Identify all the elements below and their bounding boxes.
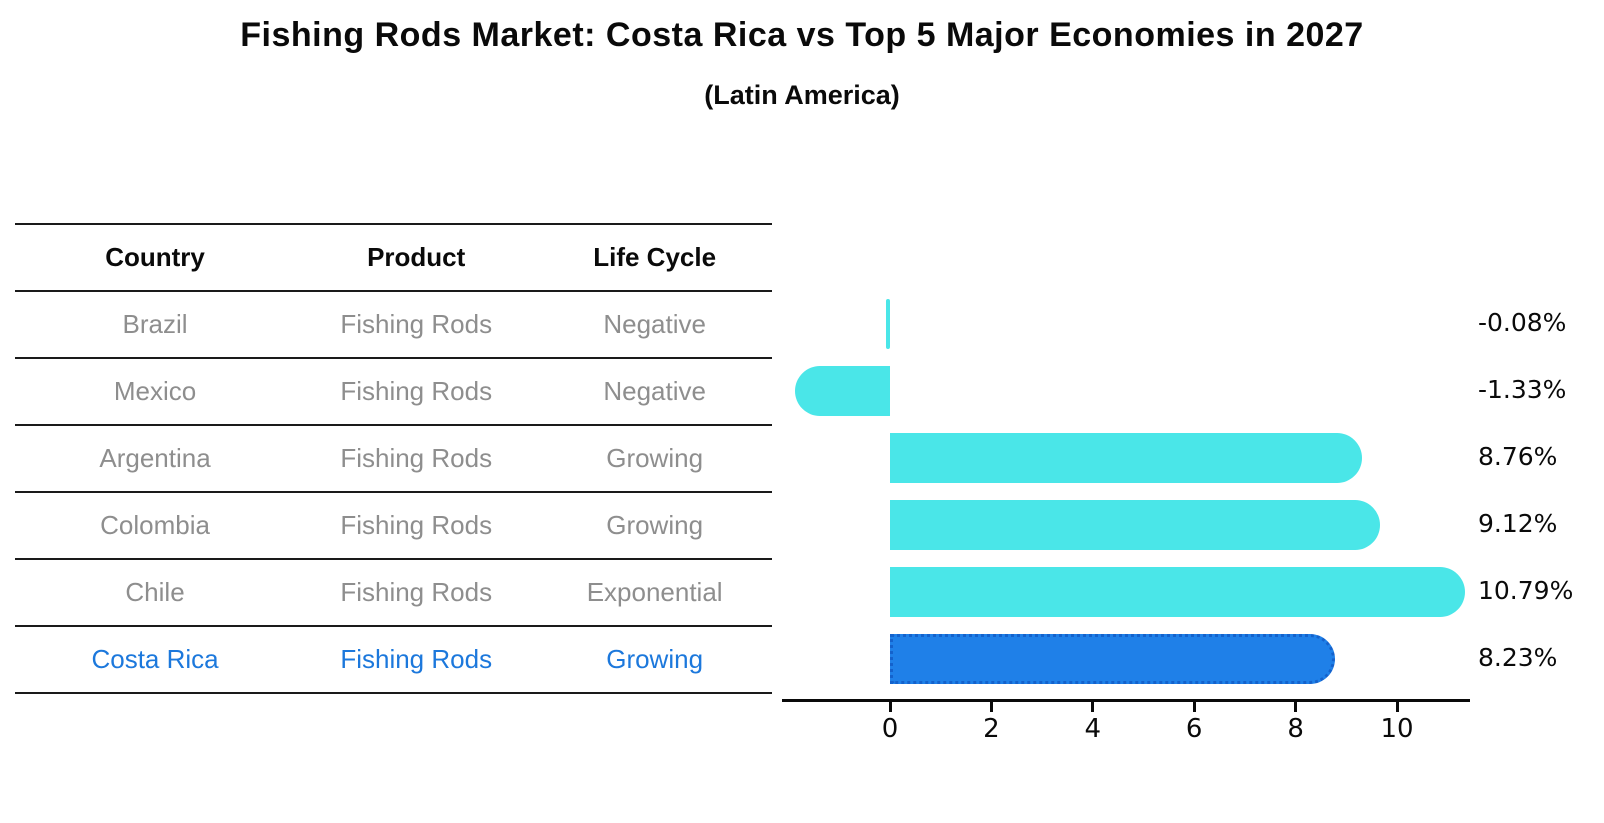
x-axis-line — [782, 699, 1470, 702]
product-cell: Fishing Rods — [340, 376, 493, 406]
life-cycle-cell: Exponential — [586, 577, 723, 607]
table-row-chile: Chile Fishing Rods Exponential — [15, 558, 772, 625]
chart-title: Fishing Rods Market: Costa Rica vs Top 5… — [240, 16, 1364, 54]
bar-mexico — [794, 365, 890, 416]
value-label-chile: 10.79% — [1478, 575, 1574, 605]
x-tick-8 — [1294, 699, 1298, 712]
country-cell: Costa Rica — [91, 644, 219, 674]
x-tick-label-10: 10 — [1380, 714, 1414, 744]
country-table: Country Product Life Cycle Brazil Fishing… — [15, 223, 772, 694]
product-cell: Fishing Rods — [340, 309, 493, 339]
table-row-mexico: Mexico Fishing Rods Negative — [15, 357, 772, 424]
country-cell: Argentina — [99, 443, 211, 473]
product-cell: Fishing Rods — [340, 577, 493, 607]
x-tick-0 — [888, 699, 892, 712]
value-label-costa-rica: 8.23% — [1478, 642, 1558, 672]
table-row-argentina: Argentina Fishing Rods Growing — [15, 424, 772, 491]
country-cell: Mexico — [113, 376, 197, 406]
product-cell: Fishing Rods — [340, 510, 493, 540]
life-cycle-cell: Growing — [606, 443, 704, 473]
country-cell: Colombia — [100, 510, 210, 540]
life-cycle-cell: Growing — [606, 510, 704, 540]
product-cell: Fishing Rods — [340, 644, 493, 674]
x-tick-6 — [1192, 699, 1196, 712]
column-header-life-cycle: Life Cycle — [593, 242, 717, 272]
life-cycle-cell: Growing — [606, 644, 704, 674]
chart-subtitle: (Latin America) — [704, 80, 900, 110]
x-tick-label-2: 2 — [983, 714, 1000, 744]
country-cell: Chile — [125, 577, 185, 607]
life-cycle-cell: Negative — [603, 309, 706, 339]
table-row-costa-rica: Costa Rica Fishing Rods Growing — [15, 625, 772, 694]
column-header-country: Country — [105, 242, 205, 272]
bar-chile — [890, 566, 1466, 617]
x-tick-2 — [989, 699, 993, 712]
x-tick-4 — [1091, 699, 1095, 712]
x-tick-label-6: 6 — [1185, 714, 1203, 744]
product-cell: Fishing Rods — [340, 443, 493, 473]
life-cycle-cell: Negative — [603, 376, 706, 406]
x-tick-label-0: 0 — [881, 714, 899, 744]
value-label-mexico: -1.33% — [1478, 374, 1567, 404]
table-row-colombia: Colombia Fishing Rods Growing — [15, 491, 772, 558]
column-header-product: Product — [367, 242, 466, 272]
x-tick-label-4: 4 — [1084, 714, 1102, 744]
x-tick-10 — [1395, 699, 1399, 712]
bar-brazil — [885, 298, 890, 349]
value-label-brazil: -0.08% — [1478, 307, 1567, 337]
bar-costa-rica — [890, 633, 1336, 684]
country-cell: Brazil — [122, 309, 188, 339]
bar-colombia — [890, 499, 1381, 550]
bar-argentina — [890, 432, 1363, 483]
value-label-colombia: 9.12% — [1478, 508, 1558, 538]
table-header-row: Country Product Life Cycle — [15, 223, 772, 290]
value-label-argentina: 8.76% — [1478, 441, 1558, 471]
x-tick-label-8: 8 — [1287, 714, 1304, 744]
table-row-brazil: Brazil Fishing Rods Negative — [15, 290, 772, 357]
